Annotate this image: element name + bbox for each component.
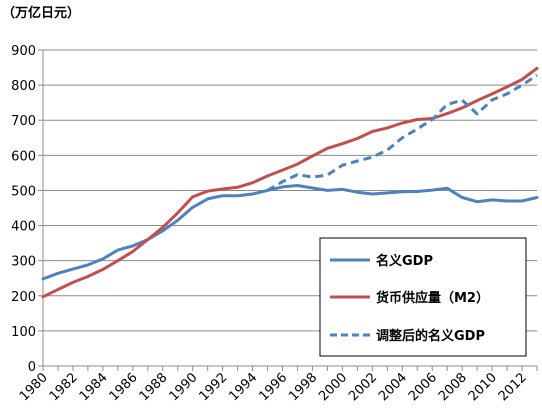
x-tick-label-1992: 1992	[196, 370, 230, 404]
x-tick-label-2000: 2000	[316, 370, 350, 404]
x-tick-label-1990: 1990	[167, 370, 201, 404]
legend-label-m2: 货币供应量（M2）	[376, 290, 489, 306]
legend-label-adjusted-gdp: 调整后的名义GDP	[376, 328, 485, 344]
x-tick-label-2008: 2008	[436, 370, 470, 404]
y-tick-label-800: 800	[11, 79, 36, 94]
axes	[42, 50, 538, 371]
series-line-adjusted-gdp	[266, 74, 538, 192]
x-tick-label-2004: 2004	[376, 370, 410, 404]
y-axis-unit-label: （万亿日元）	[2, 5, 80, 21]
series-lines	[41, 66, 539, 299]
x-tick-label-1986: 1986	[107, 370, 141, 404]
series-line-nominal-gdp	[41, 184, 539, 281]
x-tick-label-2010: 2010	[466, 370, 500, 404]
x-tick-label-2002: 2002	[346, 370, 380, 404]
x-tick-label-1980: 1980	[17, 370, 51, 404]
y-tick-labels: 0 100 200 300 400 500 600 700 800 900	[11, 44, 36, 375]
x-tick-labels: 1980198219841986198819901992199419961998…	[17, 370, 530, 404]
y-tick-label-500: 500	[11, 184, 36, 199]
x-tick-label-2006: 2006	[406, 370, 440, 404]
x-tick-label-2012: 2012	[496, 370, 530, 404]
y-tick-label-0: 0	[28, 360, 36, 375]
y-tick-label-600: 600	[11, 149, 36, 164]
x-tick-label-1998: 1998	[286, 370, 320, 404]
x-tick-label-1984: 1984	[77, 370, 111, 404]
y-tick-label-400: 400	[11, 220, 36, 235]
grid-lines	[38, 49, 537, 367]
x-tick-label-1996: 1996	[256, 370, 290, 404]
x-tick-label-1982: 1982	[47, 370, 81, 404]
y-tick-label-100: 100	[11, 325, 36, 340]
x-tick-label-1988: 1988	[137, 370, 171, 404]
series-line-m2	[41, 66, 539, 299]
y-tick-label-200: 200	[11, 290, 36, 305]
y-tick-label-900: 900	[11, 44, 36, 59]
legend-label-nominal-gdp: 名义GDP	[376, 253, 433, 269]
y-tick-label-300: 300	[11, 255, 36, 270]
x-tick-label-1994: 1994	[226, 370, 260, 404]
legend: 名义GDP 货币供应量（M2） 调整后的名义GDP	[319, 237, 527, 357]
y-tick-label-700: 700	[11, 114, 36, 129]
